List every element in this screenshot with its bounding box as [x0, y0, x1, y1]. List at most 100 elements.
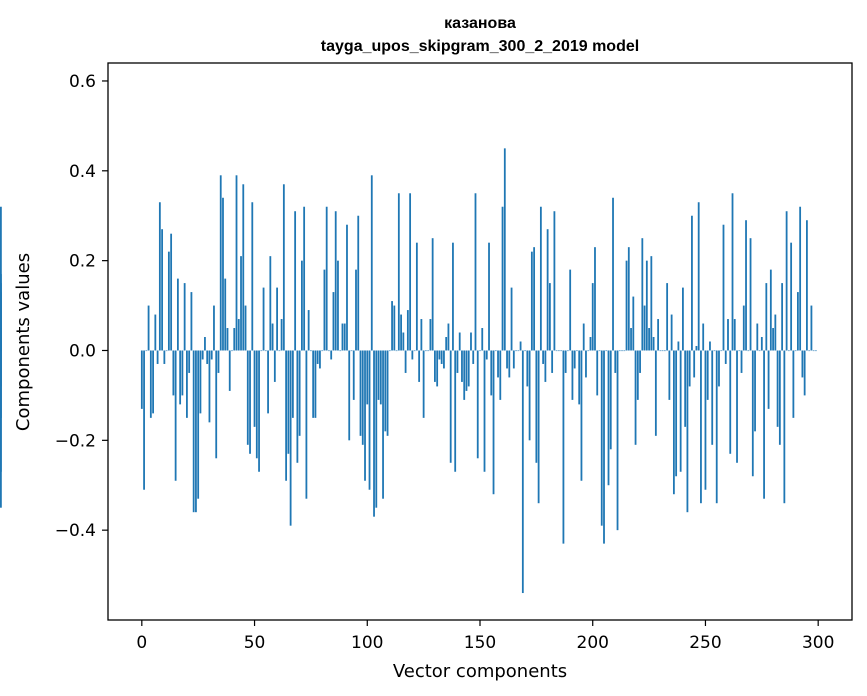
bar-1 [143, 350, 145, 490]
bar-36 [222, 197, 224, 351]
bar-79 [319, 350, 321, 369]
bar-125 [422, 350, 425, 418]
bar-174 [533, 247, 536, 351]
bar-189 [567, 350, 569, 352]
bar-49 [251, 202, 254, 351]
bar-232 [663, 350, 666, 352]
bar-23 [192, 350, 195, 513]
bar-77 [314, 350, 317, 418]
bar-14 [172, 350, 175, 396]
bar-272 [754, 350, 756, 432]
bar-134 [443, 350, 445, 369]
bar-151 [481, 328, 484, 351]
bar-7 [156, 350, 159, 364]
bar-89 [341, 323, 344, 351]
bar-123 [418, 350, 421, 382]
bar-213 [621, 350, 623, 352]
bar-4 [149, 350, 152, 418]
bar-64 [285, 350, 288, 481]
bar-198 [587, 350, 590, 352]
bar-224 [645, 260, 648, 351]
bar-222 [641, 238, 644, 351]
bar-106 [379, 350, 382, 405]
bar-115 [400, 314, 402, 351]
bar-156 [492, 350, 495, 495]
bar-2 [145, 350, 148, 352]
bar-51 [255, 350, 258, 459]
bar-206 [605, 350, 608, 352]
bar-10 [163, 350, 166, 364]
bar-129 [431, 238, 434, 351]
bar-249 [702, 323, 705, 351]
bar-72 [303, 206, 306, 351]
bar-112 [393, 305, 396, 351]
bar-116 [402, 332, 405, 351]
bar-218 [632, 296, 635, 351]
bar-286 [785, 211, 788, 351]
bar-162 [506, 350, 508, 369]
x-tick-label: 250 [689, 633, 721, 653]
bar-153 [485, 350, 488, 360]
bar-30 [208, 350, 211, 423]
bar-91 [346, 224, 348, 351]
bar-293 [801, 350, 804, 378]
bar-82 [325, 206, 328, 351]
bar-17 [179, 350, 182, 405]
bar-256 [718, 350, 720, 387]
bar-217 [630, 328, 632, 351]
y-tick-label: 0.4 [69, 162, 96, 182]
bar-229 [657, 319, 660, 351]
y-tick-label: −0.2 [55, 431, 96, 451]
bar-92 [348, 350, 351, 441]
bar-95 [355, 269, 357, 351]
bar-143 [463, 350, 466, 400]
bar-111 [391, 301, 393, 351]
bar-184 [555, 350, 558, 352]
bar-13 [170, 233, 173, 351]
bar-124 [420, 319, 423, 351]
bar-144 [465, 350, 468, 391]
bar-141 [458, 332, 461, 351]
bar-24 [195, 350, 197, 513]
bar-296 [808, 350, 811, 352]
bar-37 [224, 278, 227, 351]
bar-58 [271, 323, 274, 351]
bar-176 [537, 350, 540, 504]
x-axis-ticks: 0 50 100 150 200 250 300 [136, 620, 834, 653]
bar-250 [704, 350, 707, 490]
bar-6 [154, 314, 157, 351]
bar-168 [519, 341, 522, 351]
bar-35 [219, 175, 222, 351]
bar-239 [679, 350, 682, 472]
bar-118 [406, 310, 409, 351]
bar-211 [616, 350, 619, 531]
bar-182 [551, 350, 554, 373]
bar-257 [720, 350, 723, 352]
bar-52 [258, 350, 260, 472]
bar-285 [783, 350, 786, 504]
bar-287 [787, 350, 790, 352]
bar-0 [140, 350, 143, 409]
bar-276 [763, 350, 765, 499]
bar-267 [742, 305, 745, 351]
bar-39 [228, 350, 231, 391]
bar-187 [562, 350, 565, 544]
bar-32 [213, 305, 215, 351]
x-tick-label: 100 [351, 633, 383, 653]
bar-238 [677, 341, 680, 351]
bar-202 [596, 350, 599, 396]
bar-281 [774, 314, 777, 351]
x-tick-label: 150 [464, 633, 496, 653]
bar-209 [612, 197, 614, 351]
bar-undefined [0, 350, 2, 508]
bar-3 [147, 305, 150, 351]
bar-185 [558, 350, 560, 352]
bar-104 [375, 350, 378, 508]
bar-121 [413, 350, 416, 352]
bar-193 [576, 350, 578, 352]
bar-190 [569, 269, 572, 351]
bar-108 [384, 350, 387, 432]
chart-title: казанова [444, 15, 516, 32]
bar-145 [467, 350, 470, 387]
